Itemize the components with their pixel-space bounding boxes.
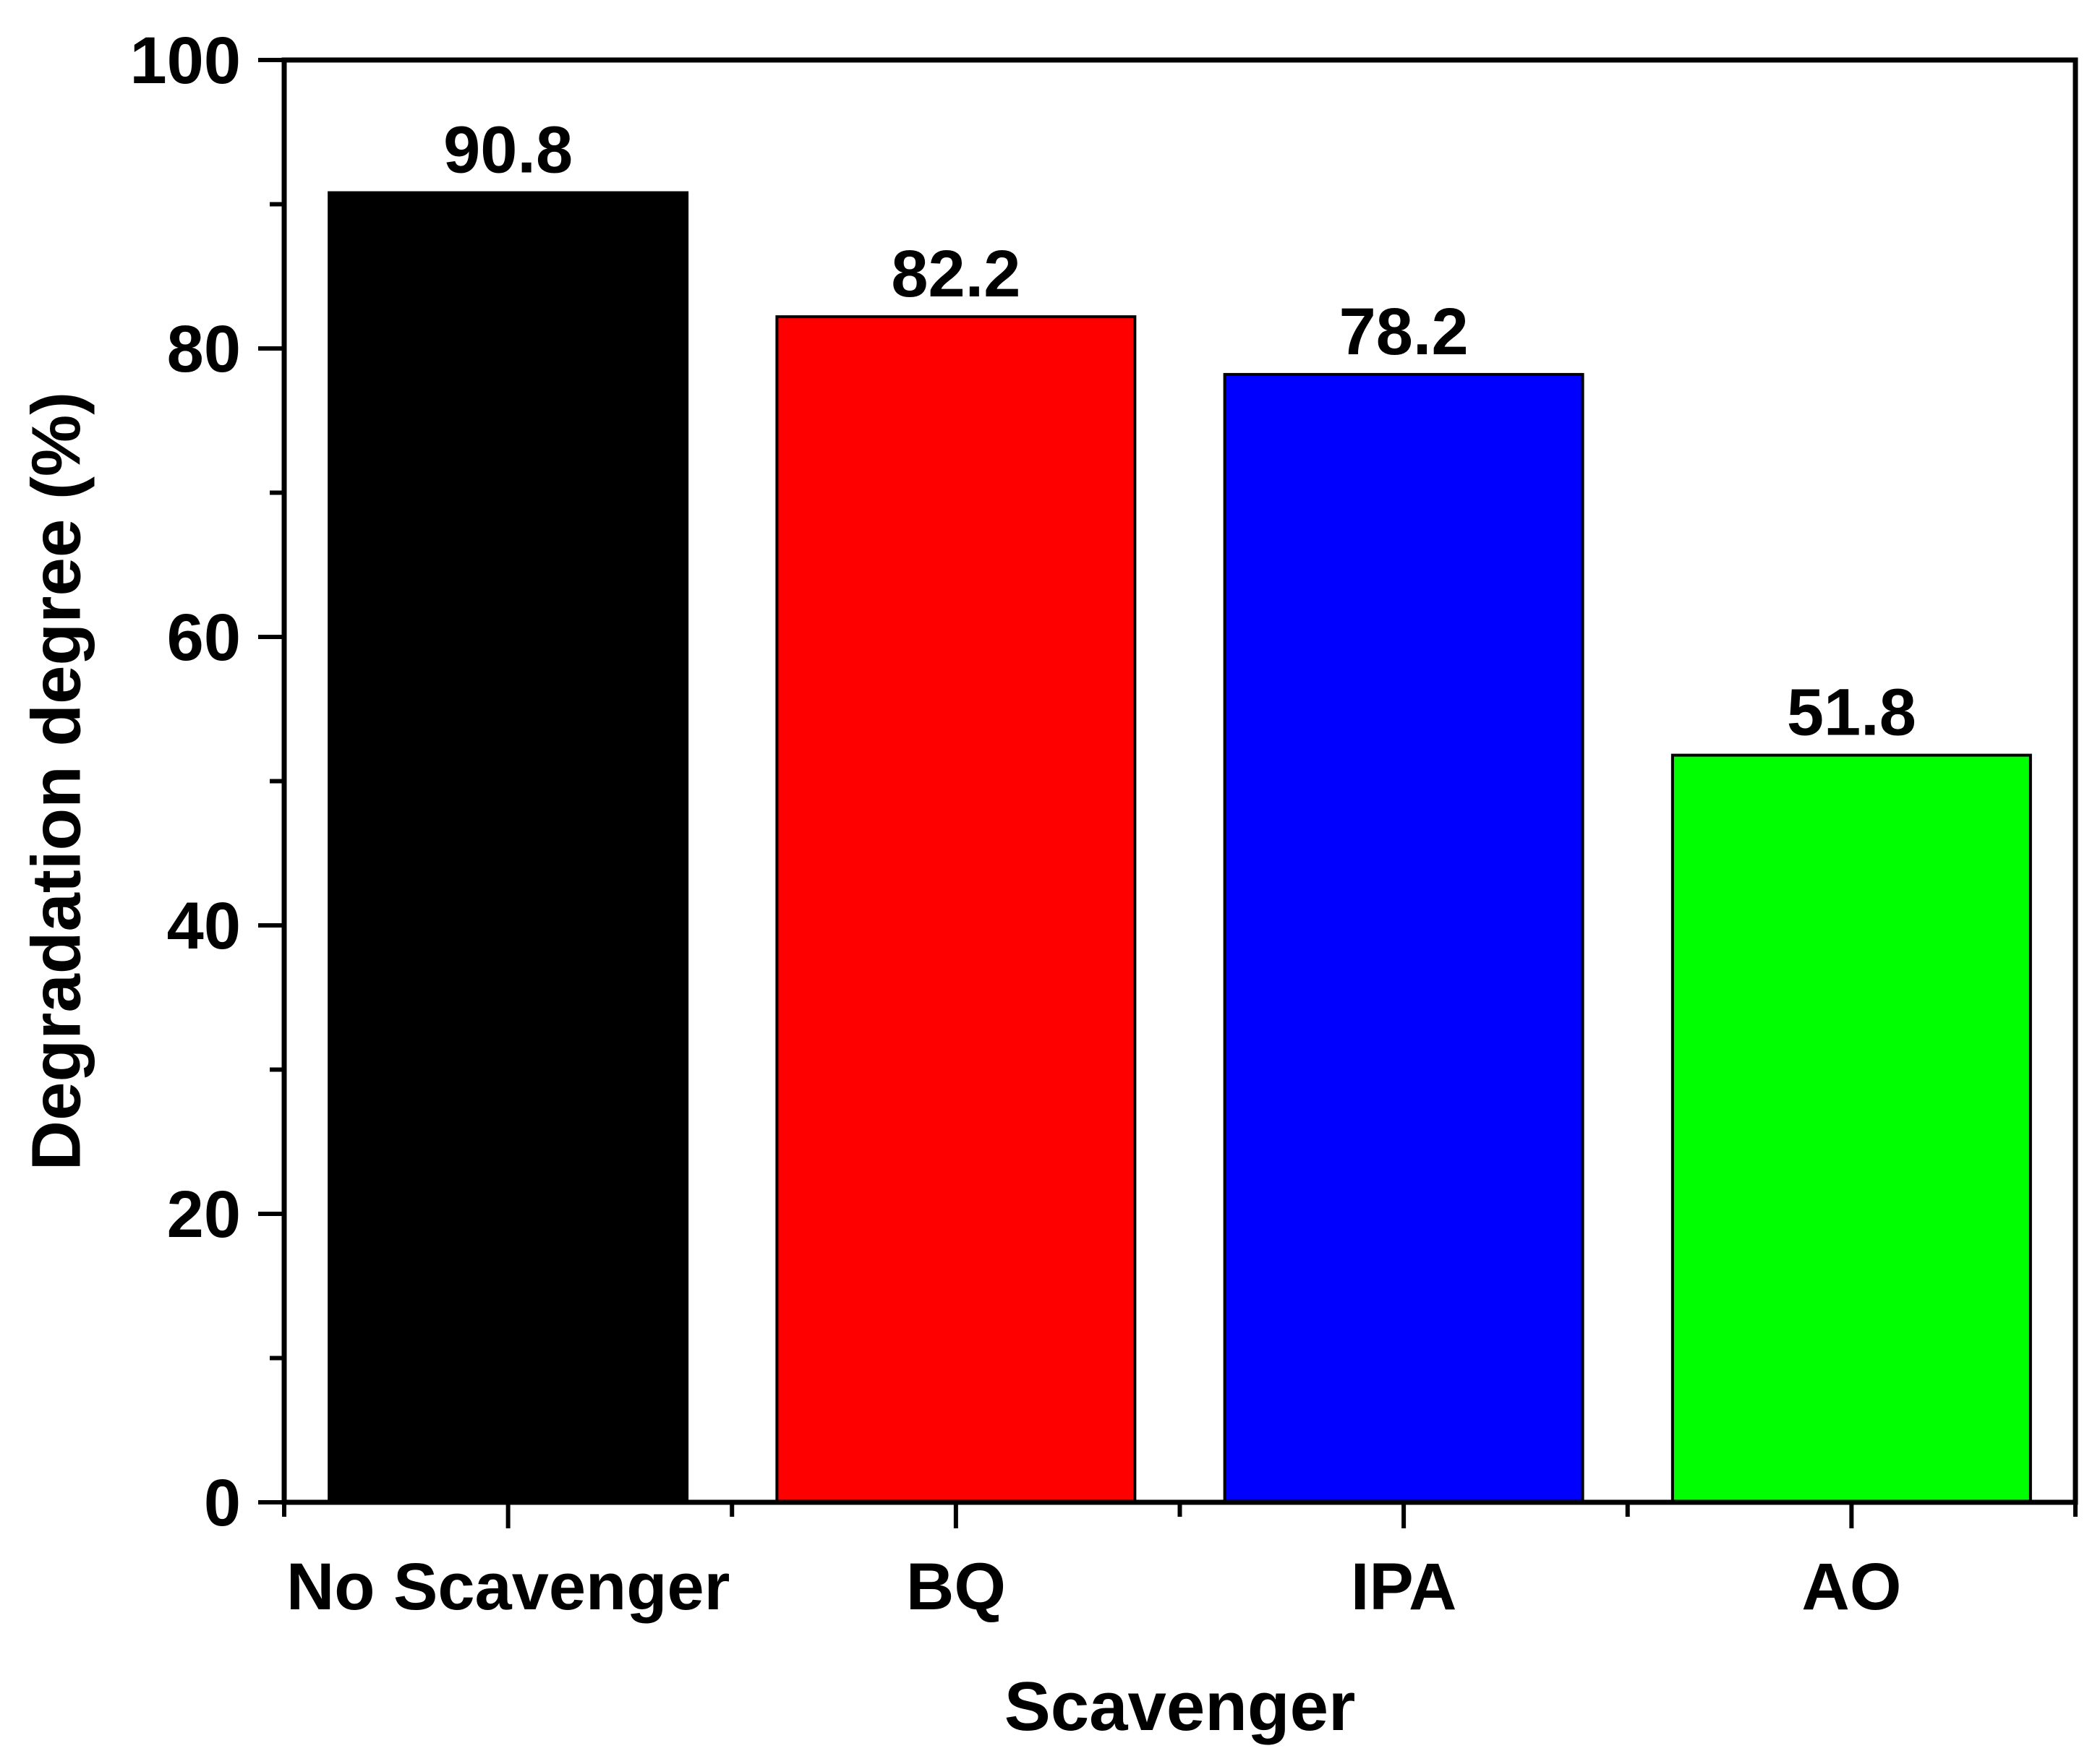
x-axis-tick-labels: No Scavenger BQ IPA AO xyxy=(286,1550,1902,1624)
y-axis-ticks xyxy=(258,58,284,1504)
y-tick-label-3: 60 xyxy=(167,601,241,675)
y-axis-tick-labels: 0 20 40 60 80 100 xyxy=(130,24,242,1540)
data-label-2: 78.2 xyxy=(1339,295,1469,369)
x-tick-label-0: No Scavenger xyxy=(286,1550,730,1624)
data-label-1: 82.2 xyxy=(891,237,1020,311)
x-tick-label-3: AO xyxy=(1801,1550,1901,1624)
x-axis-ticks xyxy=(282,1502,2078,1528)
x-axis-title: Scavenger xyxy=(1004,1668,1356,1745)
y-tick-label-5: 100 xyxy=(130,24,242,98)
y-tick-label-4: 80 xyxy=(167,312,241,386)
y-axis-title: Degradation degree (%) xyxy=(17,392,95,1171)
bar-0 xyxy=(328,191,689,1504)
x-tick-label-2: IPA xyxy=(1351,1550,1457,1624)
y-tick-label-2: 40 xyxy=(167,889,241,963)
y-tick-label-1: 20 xyxy=(167,1178,241,1251)
data-labels-group: 90.8 82.2 78.2 51.8 xyxy=(443,114,1916,750)
x-tick-label-1: BQ xyxy=(906,1550,1006,1624)
bar-3 xyxy=(1670,753,2032,1504)
y-tick-label-0: 0 xyxy=(204,1466,241,1540)
bar-1 xyxy=(775,315,1137,1504)
data-label-0: 90.8 xyxy=(443,114,573,187)
data-label-3: 51.8 xyxy=(1787,676,1916,750)
bars-group xyxy=(328,191,2032,1504)
bar-2 xyxy=(1223,372,1584,1504)
